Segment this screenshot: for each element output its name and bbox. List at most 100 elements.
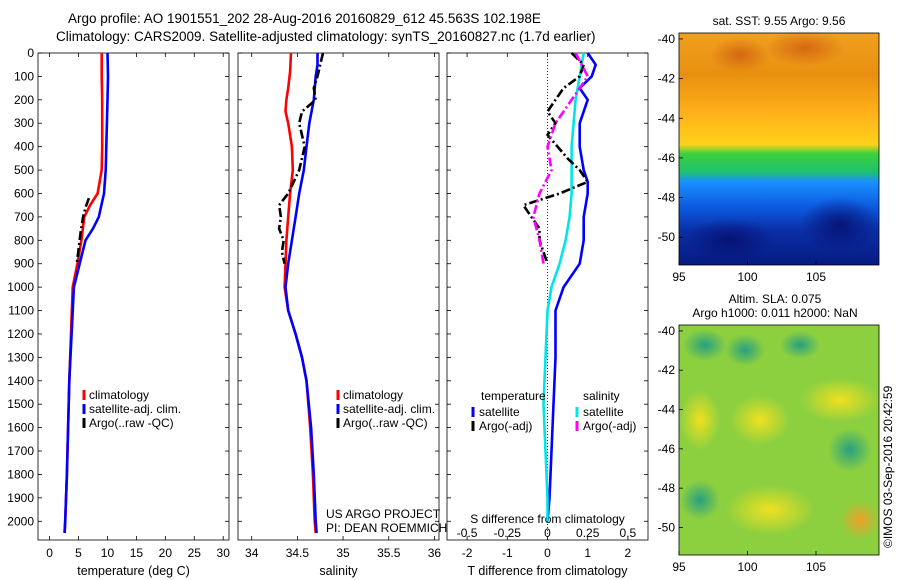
depth-tick-label: 700 <box>14 210 34 224</box>
x-tick-label: 20 <box>159 546 173 560</box>
legend-label: Argo(..raw -QC) <box>343 416 428 430</box>
sla-lat-tick-label: -48 <box>658 481 676 495</box>
x-tick-label: 35 <box>336 546 350 560</box>
legend-label: climatology <box>343 388 403 402</box>
sst-warm-patch <box>765 30 845 66</box>
sla-high-patch <box>800 378 880 422</box>
sla-lon-tick-label: 100 <box>737 560 757 574</box>
legend-label: satellite <box>479 405 520 419</box>
x-tick-label: 36 <box>428 546 442 560</box>
sla-low-patch <box>683 329 727 361</box>
x-tick-label: -1 <box>502 546 513 560</box>
sst-cold-patch <box>685 218 775 262</box>
legend-label: climatology <box>89 388 149 402</box>
x-tick-label: 35.5 <box>377 546 401 560</box>
depth-tick-label: 300 <box>14 116 34 130</box>
depth-tick-label: 500 <box>14 163 34 177</box>
series-line-argo-raw-qc- <box>277 52 325 264</box>
series-line-satellite-adj-clim- <box>63 52 110 534</box>
sla-lon-tick-label: 105 <box>806 560 826 574</box>
x-tick-label: 34 <box>245 546 259 560</box>
depth-tick-label: 1900 <box>7 491 34 505</box>
sla-lon-tick-label: 95 <box>672 560 686 574</box>
x-tick-label: -2 <box>462 546 473 560</box>
legend-label: Argo(-adj) <box>583 419 636 433</box>
sla-high-patch <box>680 390 720 450</box>
series-line-climatology <box>63 53 104 534</box>
x-axis-label: temperature (deg C) <box>77 564 190 578</box>
x-tick-label: 0 <box>544 546 551 560</box>
depth-tick-label: 1100 <box>8 304 34 318</box>
depth-tick-label: 800 <box>14 233 34 247</box>
series-line-satellite-adj-clim- <box>284 53 319 534</box>
depth-tick-label: 600 <box>14 186 34 200</box>
x-tick-label: 2 <box>625 546 632 560</box>
panel-frame-salinity <box>237 52 440 541</box>
sst-lat-tick-label: -48 <box>658 191 676 205</box>
sst-warm-patch <box>710 37 770 73</box>
sst-lat-tick-label: -44 <box>658 111 676 125</box>
series-line-temperature-satellite <box>546 52 597 522</box>
sst-lat-tick-label: -50 <box>658 230 676 244</box>
sla-high-patch <box>730 395 790 445</box>
legend-label: Argo(-adj) <box>479 419 532 433</box>
depth-tick-label: 2000 <box>7 514 34 528</box>
s-diff-tick-label: -0.5 <box>457 526 478 540</box>
sst-lat-tick-label: -40 <box>658 32 676 46</box>
sla-high-patch <box>840 500 880 540</box>
x-axis-label: salinity <box>319 564 358 578</box>
panel-frame-temperature <box>37 52 230 541</box>
legend-label: satellite-adj. clim. <box>89 402 181 416</box>
sla-lat-tick-label: -42 <box>658 363 676 377</box>
series-line-salinity-satellite <box>542 52 585 522</box>
depth-tick-label: 1300 <box>7 350 34 364</box>
depth-tick-label: 200 <box>14 93 34 107</box>
sst-lon-tick-label: 105 <box>806 270 826 284</box>
header-line1: Argo profile: AO 1901551_202 28-Aug-2016… <box>68 11 541 26</box>
s-diff-tick-label: 0 <box>544 526 551 540</box>
sla-low-patch <box>680 480 720 520</box>
sst-map-frame <box>678 32 880 266</box>
project-line2: PI: DEAN ROEMMICH <box>326 521 447 535</box>
x-tick-label: 25 <box>188 546 202 560</box>
depth-tick-label: 1400 <box>7 374 34 388</box>
sla-low-patch <box>780 331 820 359</box>
depth-tick-label: 900 <box>14 257 34 271</box>
series-line-salinity-argo-adj- <box>532 52 589 264</box>
s-diff-tick-label: 0.5 <box>620 526 637 540</box>
sla-map-frame <box>678 324 880 556</box>
depth-tick-label: 1800 <box>7 467 34 481</box>
sla-map-title-line2: Argo h1000: 0.011 h2000: NaN <box>692 306 857 320</box>
x-tick-label: 15 <box>130 546 144 560</box>
x-tick-label: 34.5 <box>286 546 310 560</box>
depth-tick-label: 400 <box>14 140 34 154</box>
depth-tick-label: 0 <box>27 46 34 60</box>
sst-map-title: sat. SST: 9.55 Argo: 9.56 <box>713 14 846 28</box>
legend-label: Argo(..raw -QC) <box>89 416 174 430</box>
sst-lat-tick-label: -42 <box>658 72 676 86</box>
sla-high-patch <box>725 485 815 535</box>
s-diff-tick-label: -0.25 <box>494 526 522 540</box>
sla-lat-tick-label: -50 <box>658 520 676 534</box>
s-diff-tick-label: 0.25 <box>576 526 600 540</box>
header-line2: Climatology: CARS2009. Satellite-adjuste… <box>56 29 596 44</box>
project-line1: US ARGO PROJECT <box>326 507 441 521</box>
copyright-stamp: ©IMOS 03-Sep-2016 20:42:59 <box>881 385 895 548</box>
x-tick-label: 30 <box>217 546 231 560</box>
x-tick-label: 1 <box>584 546 591 560</box>
depth-tick-label: 1200 <box>7 327 34 341</box>
x-tick-label: 0 <box>46 546 53 560</box>
sla-lat-tick-label: -40 <box>658 324 676 338</box>
legend-heading-temperature: temperature <box>481 389 546 403</box>
sla-lat-tick-label: -46 <box>658 442 676 456</box>
sla-low-patch <box>828 428 872 472</box>
sla-lat-tick-label: -44 <box>658 403 676 417</box>
x-axis-label: T difference from climatology <box>467 564 628 578</box>
sst-cold-patch <box>800 197 880 253</box>
sst-lon-tick-label: 95 <box>672 270 686 284</box>
sst-lat-tick-label: -46 <box>658 151 676 165</box>
sla-map-title-line1: Altim. SLA: 0.075 <box>729 292 822 306</box>
legend-label: satellite <box>583 405 624 419</box>
legend-heading-salinity: salinity <box>583 389 620 403</box>
